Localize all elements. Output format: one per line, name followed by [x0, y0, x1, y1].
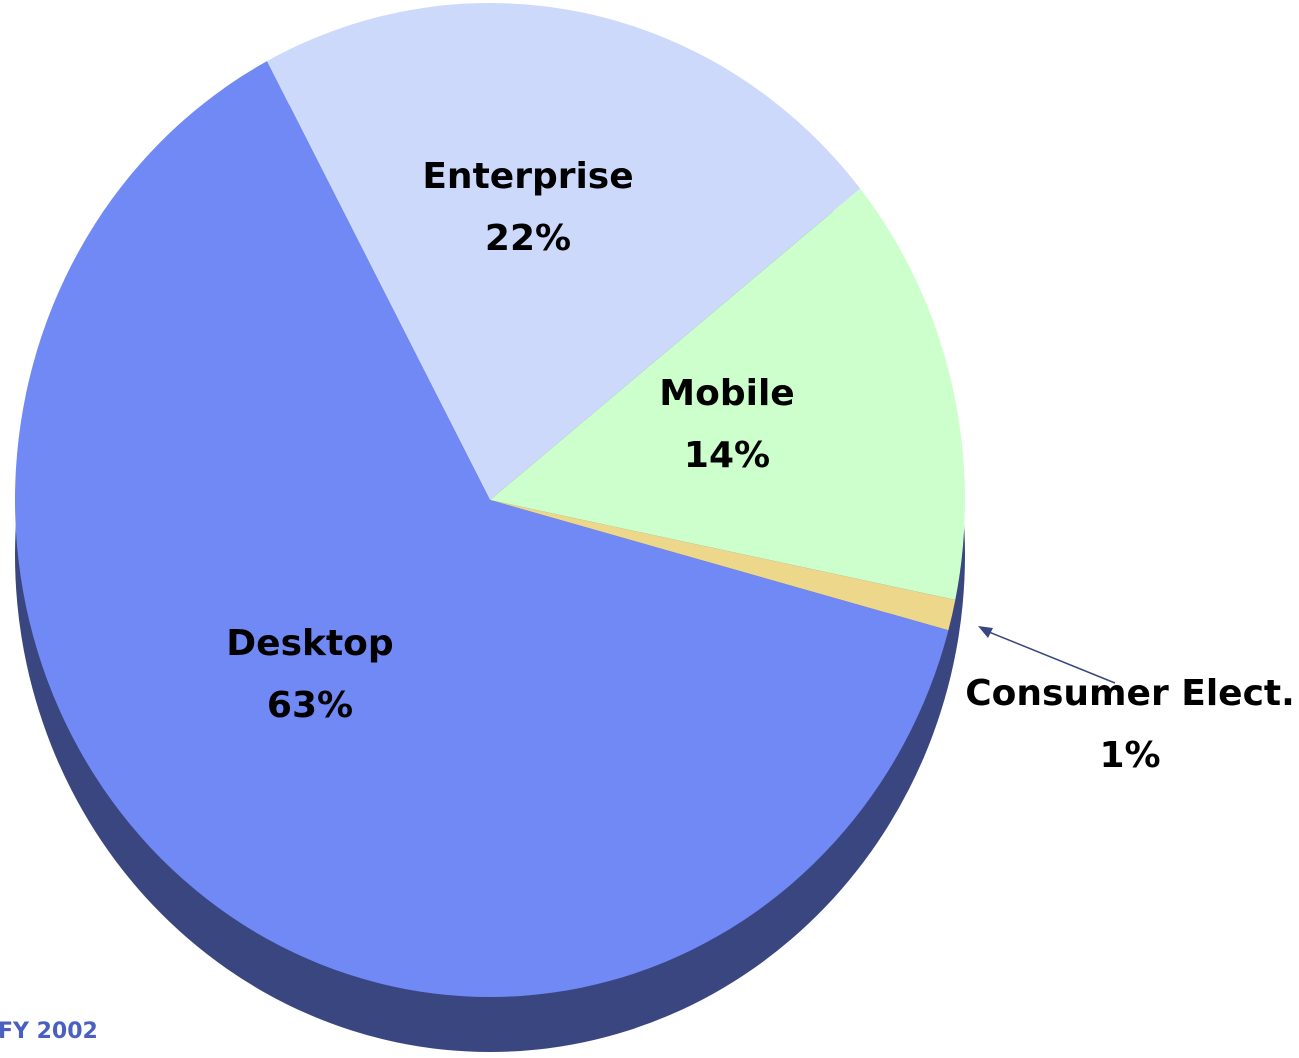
pie-slice: [490, 500, 956, 631]
pie-slice: [490, 188, 965, 600]
annotation: FY 2002: [0, 1019, 98, 1044]
slice-label: Mobile: [659, 373, 794, 414]
leader-arrowhead: [978, 626, 993, 638]
slice-value-label: 22%: [485, 218, 571, 259]
pie-slice: [267, 3, 861, 501]
slice-label: Consumer Elect.: [965, 673, 1295, 714]
leader-line: [983, 629, 1116, 684]
slice-value-label: 1%: [1099, 735, 1160, 776]
slice-value-label: 14%: [684, 435, 770, 476]
slice-label: Desktop: [226, 623, 393, 664]
pie-slice: [14, 61, 949, 997]
slice-label: Enterprise: [422, 156, 633, 197]
slice-value-label: 63%: [267, 685, 353, 726]
pie: [14, 3, 965, 997]
